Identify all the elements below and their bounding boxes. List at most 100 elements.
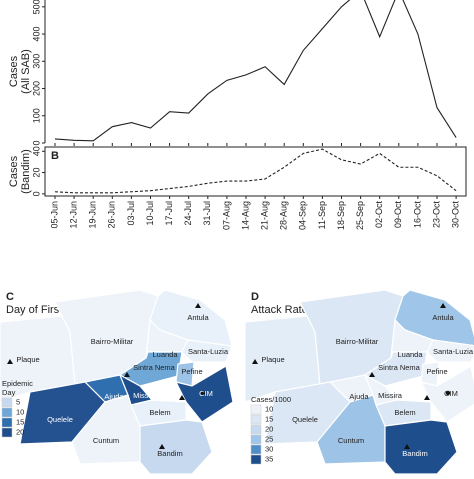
x-tick-label: 02-Oct [374, 201, 384, 229]
district-label: Quelele [292, 415, 318, 424]
marker-triangle [179, 395, 185, 400]
y-axis-label: Cases [8, 155, 20, 187]
y-tick-label: 0 [31, 140, 41, 145]
y-tick-label: 0 [31, 191, 41, 196]
legend-swatch [250, 404, 262, 415]
legend-label: 10 [265, 404, 273, 413]
x-tick-label: 31-Jul [202, 201, 212, 226]
district-label: Antula [432, 313, 454, 322]
district-label: Luanda [397, 350, 423, 359]
district-label: Luanda [152, 350, 178, 359]
district-label: Bairro-Militar [91, 337, 134, 346]
district-label: Quelele [47, 415, 73, 424]
district-label: Cuntum [338, 436, 364, 445]
map-title: Attack Rate [251, 304, 308, 316]
marker-triangle [124, 372, 130, 377]
y-tick-label: 100 [31, 108, 41, 123]
marker-triangle [159, 444, 165, 449]
panel-label: C [6, 291, 14, 303]
district [181, 339, 233, 363]
legend-title: Epidemic [2, 379, 33, 388]
x-tick-label: 28-Aug [279, 201, 289, 230]
legend-label: 15 [265, 414, 273, 423]
x-tick-label: 14-Aug [240, 201, 250, 230]
x-tick-label: 18-Sep [336, 201, 346, 230]
x-tick-label: 23-Oct [431, 201, 441, 229]
district [139, 419, 213, 475]
district [71, 394, 141, 465]
district-label: Bairro-Militar [336, 337, 379, 346]
district-label: Plaque [261, 355, 284, 364]
district-label: Santa-Luzia [188, 347, 229, 356]
district [426, 339, 474, 363]
legend-label: 30 [265, 444, 273, 453]
district-label: Belem [394, 408, 415, 417]
district-label: CIM [199, 389, 213, 398]
y-tick-label: 40 [31, 146, 41, 156]
legend-swatch [250, 444, 262, 455]
x-tick-label: 24-Jul [183, 201, 193, 226]
y-axis-label: (All SAB) [20, 49, 32, 94]
x-tick-label: 09-Oct [393, 201, 403, 229]
marker-dot [200, 390, 206, 396]
x-tick-label: 17-Jul [164, 201, 174, 226]
district-label: Sintra Nema [133, 363, 176, 372]
marker-dot [445, 390, 451, 396]
legend-swatch [250, 414, 262, 425]
panel-label: B [51, 150, 59, 162]
y-tick-label: 300 [31, 54, 41, 69]
district-label: CIM [444, 389, 458, 398]
district-label: Ajuda [104, 392, 124, 401]
x-tick-label: 05-Jun [49, 201, 59, 229]
y-tick-label: 500 [31, 0, 41, 14]
data-line [54, 0, 457, 142]
legend-swatch [1, 417, 13, 428]
panel-frame [44, 146, 467, 197]
district-label: Cuntum [93, 436, 119, 445]
x-tick-label: 25-Sep [355, 201, 365, 230]
legend-swatch [1, 407, 13, 418]
legend-label: 20 [265, 424, 273, 433]
district-label: Ajuda [349, 392, 369, 401]
x-tick-label: 10-Jul [145, 201, 155, 226]
marker-triangle [424, 395, 430, 400]
district-label: Santa-Luzia [433, 347, 474, 356]
marker-triangle [440, 303, 446, 308]
district-label: Sintra Nema [378, 363, 421, 372]
district-label: Antula [187, 313, 209, 322]
marker-triangle [195, 303, 201, 308]
x-tick-label: 21-Aug [259, 201, 269, 230]
legend-label: 10 [16, 407, 24, 416]
legend-label: 20 [16, 427, 24, 436]
district-label: Bandim [402, 449, 427, 458]
panel-label: D [251, 291, 259, 303]
district-label: Plaque [16, 355, 39, 364]
legend-label: 25 [265, 434, 273, 443]
legend-label: 5 [16, 397, 20, 406]
x-tick-label: 07-Aug [221, 201, 231, 230]
marker-triangle [369, 372, 375, 377]
x-tick-label: 19-Jun [88, 201, 98, 229]
x-tick-label: 04-Sep [298, 201, 308, 230]
district-label: Missira [133, 391, 158, 400]
district-label: Belem [149, 408, 170, 417]
y-tick-label: 20 [31, 168, 41, 178]
legend-swatch [250, 454, 262, 465]
x-tick-label: 26-Jun [107, 201, 117, 229]
district-label: Pefine [181, 367, 202, 376]
y-tick-label: 200 [31, 81, 41, 96]
district-label: Bandim [157, 449, 182, 458]
marker-triangle [7, 359, 13, 364]
x-tick-label: 16-Oct [412, 201, 422, 229]
district [384, 419, 458, 475]
y-tick-label: 400 [31, 27, 41, 42]
legend-swatch [250, 434, 262, 445]
legend-swatch [1, 427, 13, 438]
y-axis-label: (Bandim) [20, 149, 32, 194]
legend-label: 15 [16, 417, 24, 426]
data-line [54, 148, 457, 194]
legend-swatch [1, 397, 13, 408]
